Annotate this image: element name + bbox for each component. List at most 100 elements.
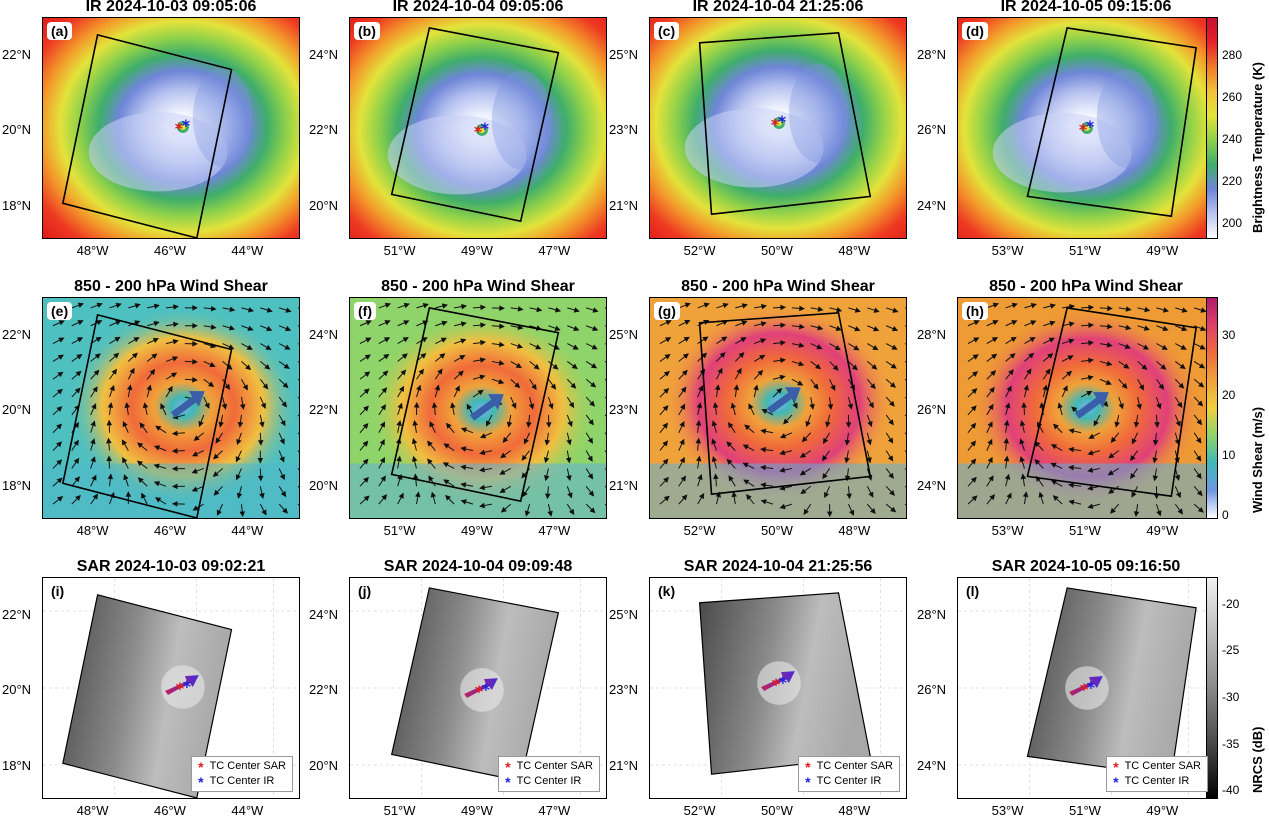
x-tick-label: 49°W <box>461 803 493 818</box>
x-tick-label: 48°W <box>838 803 871 818</box>
x-tick-label: 51°W <box>1069 243 1101 258</box>
legend-item-ir: * TC Center IR <box>805 774 893 789</box>
tc-center-ir-marker: * <box>778 112 786 131</box>
colorbar-tick-label: -40 <box>1222 783 1240 798</box>
x-tick-label: 52°W <box>683 803 716 818</box>
panel-title: 850 - 200 hPa Wind Shear <box>681 278 875 295</box>
tc-center-ir-marker: * <box>183 677 191 696</box>
wind-vector-field <box>967 302 1214 518</box>
y-tick-label: 26°N <box>917 682 947 698</box>
tc-center-sar-marker: * <box>772 675 780 694</box>
panel-ir-1: * * (b) <box>349 17 607 239</box>
y-tick-label: 18°N <box>2 197 32 213</box>
y-tick-label: 23°N <box>609 682 639 698</box>
shear-direction-arrow <box>1069 676 1103 696</box>
colorbar-label: Brightness Temperature (K) <box>1250 62 1265 233</box>
tc-center-ir-marker: * <box>1086 117 1094 136</box>
colorbar-tick-label: 0 <box>1222 507 1229 522</box>
sar-star-icon: * <box>198 758 204 775</box>
x-tick-label: 51°W <box>383 243 416 258</box>
tc-center-sar-marker: * <box>475 682 483 701</box>
panel-shear-3: (h) <box>957 297 1215 519</box>
shear-direction-arrow <box>170 396 197 418</box>
legend: * TC Center SAR * TC Center IR <box>498 756 600 792</box>
colorbar-sar <box>1206 577 1218 799</box>
tc-center-sar-marker: * <box>1080 680 1088 699</box>
colorbar-tick-label: 30 <box>1222 327 1236 342</box>
y-tick-label: 23°N <box>609 122 639 138</box>
colorbar-tick-label: 10 <box>1222 447 1236 462</box>
shear-direction-arrow <box>470 399 496 421</box>
legend-label: TC Center SAR <box>816 760 893 772</box>
panel-sar-0: * * (i) * TC Center SAR * TC Center IR <box>42 577 300 799</box>
legend-item-ir: * TC Center IR <box>1113 774 1201 789</box>
x-tick-label: 47°W <box>538 803 571 818</box>
panel-title: SAR 2024-10-03 09:02:21 <box>76 558 266 575</box>
x-tick-label: 49°W <box>1146 523 1179 538</box>
panel-title: IR 2024-10-04 09:05:06 <box>392 0 564 15</box>
panel-label: (i) <box>47 582 69 600</box>
panel-label: (k) <box>654 582 680 600</box>
x-tick-label: 49°W <box>461 243 493 258</box>
shear-direction-arrow <box>761 671 795 691</box>
colorbar-tick-label: 220 <box>1222 174 1243 189</box>
y-tick-label: 20°N <box>309 757 339 773</box>
shear-direction-arrow <box>767 392 793 414</box>
y-tick-label: 22°N <box>2 606 32 622</box>
panel-label: (b) <box>354 22 380 40</box>
colorbar-shear <box>1206 297 1218 519</box>
sar-star-icon: * <box>805 758 811 775</box>
tc-center-ir-marker: * <box>182 116 190 135</box>
tc-center-ir-marker: * <box>482 680 490 699</box>
x-tick-label: 53°W <box>991 803 1024 818</box>
panel-title: SAR 2024-10-04 21:25:56 <box>683 558 873 575</box>
y-tick-label: 25°N <box>609 606 639 622</box>
panel-title: 850 - 200 hPa Wind Shear <box>989 278 1183 295</box>
x-tick-label: 50°W <box>761 523 793 538</box>
y-tick-label: 24°N <box>309 326 339 342</box>
panel-title: 850 - 200 hPa Wind Shear <box>381 278 575 295</box>
legend-label: TC Center IR <box>209 775 275 787</box>
panel-label: (c) <box>654 22 680 40</box>
legend: * TC Center SAR * TC Center IR <box>191 756 293 792</box>
sar-star-icon: * <box>1113 758 1119 775</box>
x-tick-label: 48°W <box>76 243 109 258</box>
panel-label: (d) <box>962 22 988 40</box>
legend-label: TC Center SAR <box>516 760 593 772</box>
tc-center-ir-marker: * <box>1087 678 1095 697</box>
y-tick-label: 22°N <box>2 326 32 342</box>
y-tick-label: 24°N <box>917 477 947 493</box>
ir-star-icon: * <box>1113 773 1119 790</box>
legend-label: TC Center IR <box>1124 775 1190 787</box>
ir-star-icon: * <box>198 773 204 790</box>
colorbar-tick-label: -35 <box>1222 736 1240 751</box>
colorbar-tick-label: 260 <box>1222 89 1243 104</box>
y-tick-label: 25°N <box>609 46 639 62</box>
x-tick-label: 44°W <box>231 523 264 538</box>
panel-sar-2: * * (k) * TC Center SAR * TC Center IR <box>649 577 907 799</box>
panel-shear-0: (e) <box>42 297 300 519</box>
tc-center-sar-marker: * <box>1079 120 1087 139</box>
legend-item-sar: * TC Center SAR <box>198 759 286 774</box>
legend: * TC Center SAR * TC Center IR <box>1106 756 1208 792</box>
legend-label: TC Center IR <box>516 775 582 787</box>
sar-star-icon: * <box>505 758 511 775</box>
colorbar-tick-label: 20 <box>1222 387 1236 402</box>
x-tick-label: 47°W <box>538 243 571 258</box>
x-tick-label: 53°W <box>991 243 1024 258</box>
y-tick-label: 21°N <box>609 477 639 493</box>
y-tick-label: 22°N <box>2 46 32 62</box>
x-tick-label: 48°W <box>838 243 871 258</box>
legend-item-sar: * TC Center SAR <box>805 759 893 774</box>
sar-swath-image <box>1026 587 1197 777</box>
wind-vector-field <box>359 302 606 517</box>
x-tick-label: 52°W <box>683 523 716 538</box>
colorbar-ir <box>1206 17 1218 239</box>
panel-shear-2: (g) <box>649 297 907 519</box>
panel-label: (e) <box>47 302 73 320</box>
tc-center-sar-marker: * <box>176 679 184 698</box>
legend: * TC Center SAR * TC Center IR <box>798 756 900 792</box>
y-tick-label: 24°N <box>309 46 339 62</box>
colorbar-label: Wind Shear (m/s) <box>1250 406 1265 513</box>
x-tick-label: 51°W <box>383 523 416 538</box>
